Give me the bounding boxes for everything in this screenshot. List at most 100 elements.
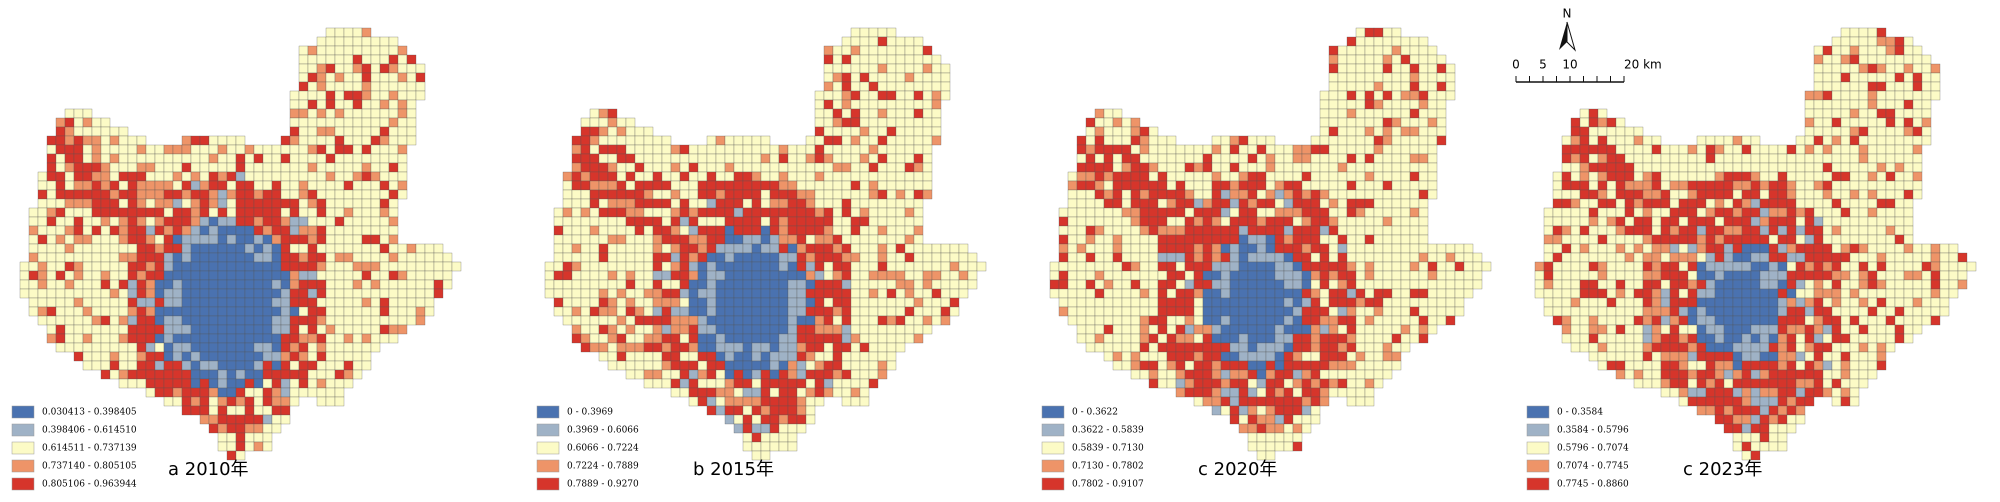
grid-cell bbox=[1076, 216, 1087, 227]
grid-cell bbox=[271, 324, 282, 335]
grid-cell bbox=[1723, 153, 1734, 164]
grid-cell bbox=[181, 171, 192, 182]
grid-cell bbox=[1094, 162, 1105, 173]
grid-cell bbox=[1076, 225, 1087, 236]
grid-cell bbox=[598, 324, 609, 335]
grid-cell bbox=[1283, 162, 1294, 173]
grid-cell bbox=[571, 234, 582, 245]
grid-cell bbox=[931, 81, 942, 92]
grid-cell bbox=[1409, 288, 1420, 299]
grid-cell bbox=[73, 117, 84, 128]
grid-cell bbox=[814, 369, 825, 380]
grid-cell bbox=[163, 360, 174, 371]
grid-cell bbox=[562, 225, 573, 236]
grid-cell bbox=[832, 90, 843, 101]
grid-cell bbox=[769, 333, 780, 344]
grid-cell bbox=[1382, 117, 1393, 128]
grid-cell bbox=[1121, 333, 1132, 344]
grid-cell bbox=[55, 297, 66, 308]
grid-cell bbox=[271, 270, 282, 281]
grid-cell bbox=[814, 180, 825, 191]
grid-cell bbox=[1364, 189, 1375, 200]
grid-cell bbox=[1274, 234, 1285, 245]
grid-cell bbox=[805, 234, 816, 245]
grid-cell bbox=[706, 162, 717, 173]
grid-cell bbox=[1364, 162, 1375, 173]
grid-cell bbox=[343, 297, 354, 308]
grid-cell bbox=[1903, 234, 1914, 245]
grid-cell bbox=[1561, 162, 1572, 173]
grid-cell bbox=[1103, 288, 1114, 299]
grid-cell bbox=[424, 243, 435, 254]
grid-cell bbox=[652, 144, 663, 155]
grid-cell bbox=[64, 243, 75, 254]
grid-cell bbox=[1588, 252, 1599, 263]
grid-cell bbox=[91, 261, 102, 272]
grid-cell bbox=[769, 279, 780, 290]
grid-cell bbox=[235, 279, 246, 290]
grid-cell bbox=[1876, 126, 1887, 137]
grid-cell bbox=[841, 225, 852, 236]
grid-cell bbox=[841, 189, 852, 200]
grid-cell bbox=[1759, 144, 1770, 155]
grid-cell bbox=[634, 306, 645, 317]
grid-cell bbox=[895, 108, 906, 119]
grid-cell bbox=[334, 315, 345, 326]
grid-cell bbox=[751, 144, 762, 155]
grid-cell bbox=[1768, 189, 1779, 200]
grid-cell bbox=[562, 288, 573, 299]
grid-cell bbox=[796, 234, 807, 245]
grid-cell bbox=[922, 324, 933, 335]
grid-cell bbox=[334, 144, 345, 155]
grid-cell bbox=[91, 351, 102, 362]
grid-cell bbox=[1436, 288, 1447, 299]
grid-cell bbox=[163, 180, 174, 191]
grid-cell bbox=[136, 189, 147, 200]
grid-cell bbox=[1921, 126, 1932, 137]
grid-cell bbox=[190, 207, 201, 218]
grid-cell bbox=[370, 198, 381, 209]
grid-cell bbox=[787, 315, 798, 326]
grid-cell bbox=[940, 306, 951, 317]
grid-cell bbox=[316, 153, 327, 164]
grid-cell bbox=[226, 198, 237, 209]
grid-cell bbox=[1157, 306, 1168, 317]
grid-cell bbox=[253, 378, 264, 389]
grid-cell bbox=[1139, 126, 1150, 137]
grid-cell bbox=[343, 162, 354, 173]
grid-cell bbox=[796, 288, 807, 299]
grid-cell bbox=[643, 360, 654, 371]
grid-cell bbox=[1418, 207, 1429, 218]
grid-cell bbox=[580, 243, 591, 254]
grid-cell bbox=[1058, 279, 1069, 290]
grid-cell bbox=[244, 342, 255, 353]
grid-cell bbox=[886, 45, 897, 56]
grid-cell bbox=[679, 252, 690, 263]
grid-cell bbox=[1130, 351, 1141, 362]
grid-cell bbox=[280, 414, 291, 425]
grid-cell bbox=[1570, 270, 1581, 281]
grid-cell bbox=[1364, 63, 1375, 74]
grid-cell bbox=[589, 144, 600, 155]
grid-cell bbox=[733, 261, 744, 272]
grid-cell bbox=[127, 234, 138, 245]
grid-cell bbox=[1867, 126, 1878, 137]
grid-cell bbox=[1588, 234, 1599, 245]
grid-cell bbox=[1085, 126, 1096, 137]
grid-cell bbox=[1328, 369, 1339, 380]
grid-cell bbox=[1840, 261, 1851, 272]
grid-cell bbox=[316, 306, 327, 317]
grid-cell bbox=[37, 189, 48, 200]
grid-cell bbox=[1885, 180, 1896, 191]
grid-cell bbox=[73, 207, 84, 218]
grid-cell bbox=[1903, 135, 1914, 146]
grid-cell bbox=[1139, 171, 1150, 182]
grid-cell bbox=[397, 72, 408, 83]
grid-cell bbox=[859, 324, 870, 335]
grid-cell bbox=[823, 207, 834, 218]
grid-cell bbox=[37, 234, 48, 245]
grid-cell bbox=[1175, 387, 1186, 398]
grid-cell bbox=[1265, 162, 1276, 173]
grid-cell bbox=[1301, 189, 1312, 200]
grid-cell bbox=[1220, 315, 1231, 326]
